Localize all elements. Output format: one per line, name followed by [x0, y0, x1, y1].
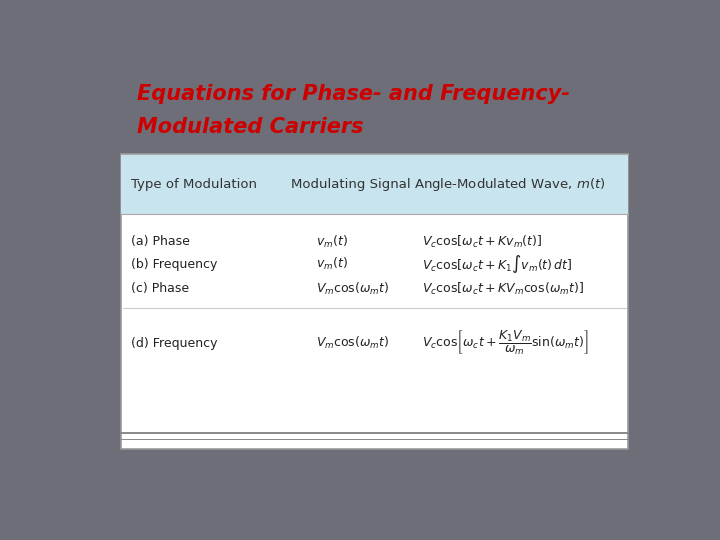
Text: $v_m(t)$: $v_m(t)$	[316, 256, 348, 273]
Text: Equations for Phase- and Frequency-: Equations for Phase- and Frequency-	[138, 84, 570, 104]
FancyBboxPatch shape	[121, 154, 629, 214]
Text: (b) Frequency: (b) Frequency	[131, 258, 217, 271]
Text: Type of Modulation: Type of Modulation	[131, 178, 257, 191]
Text: $V_m \cos(\omega_m t)$: $V_m \cos(\omega_m t)$	[316, 280, 390, 296]
Text: $v_m(t)$: $v_m(t)$	[316, 233, 348, 249]
Text: Modulated Carriers: Modulated Carriers	[138, 117, 364, 137]
FancyBboxPatch shape	[121, 154, 629, 449]
Text: Modulating Signal: Modulating Signal	[291, 178, 410, 191]
Text: $V_c \cos\!\left[\omega_c t + \dfrac{K_1 V_m}{\omega_m}\sin(\omega_m t)\right]$: $V_c \cos\!\left[\omega_c t + \dfrac{K_1…	[422, 329, 589, 357]
Text: $V_c \cos[\omega_c t + K_1{\int}v_m(t)\,dt]$: $V_c \cos[\omega_c t + K_1{\int}v_m(t)\,…	[422, 253, 572, 275]
Text: (c) Phase: (c) Phase	[131, 282, 189, 295]
Text: $V_m \cos(\omega_m t)$: $V_m \cos(\omega_m t)$	[316, 335, 390, 352]
Text: $V_c \cos[\omega_c t + Kv_m(t)]$: $V_c \cos[\omega_c t + Kv_m(t)]$	[422, 233, 542, 249]
Text: (a) Phase: (a) Phase	[131, 235, 189, 248]
Text: $V_c \cos[\omega_c t + KV_m \cos(\omega_m t)]$: $V_c \cos[\omega_c t + KV_m \cos(\omega_…	[422, 280, 584, 296]
Text: (d) Frequency: (d) Frequency	[131, 337, 217, 350]
Text: Angle-Modulated Wave, $m(t)$: Angle-Modulated Wave, $m(t)$	[414, 176, 605, 193]
